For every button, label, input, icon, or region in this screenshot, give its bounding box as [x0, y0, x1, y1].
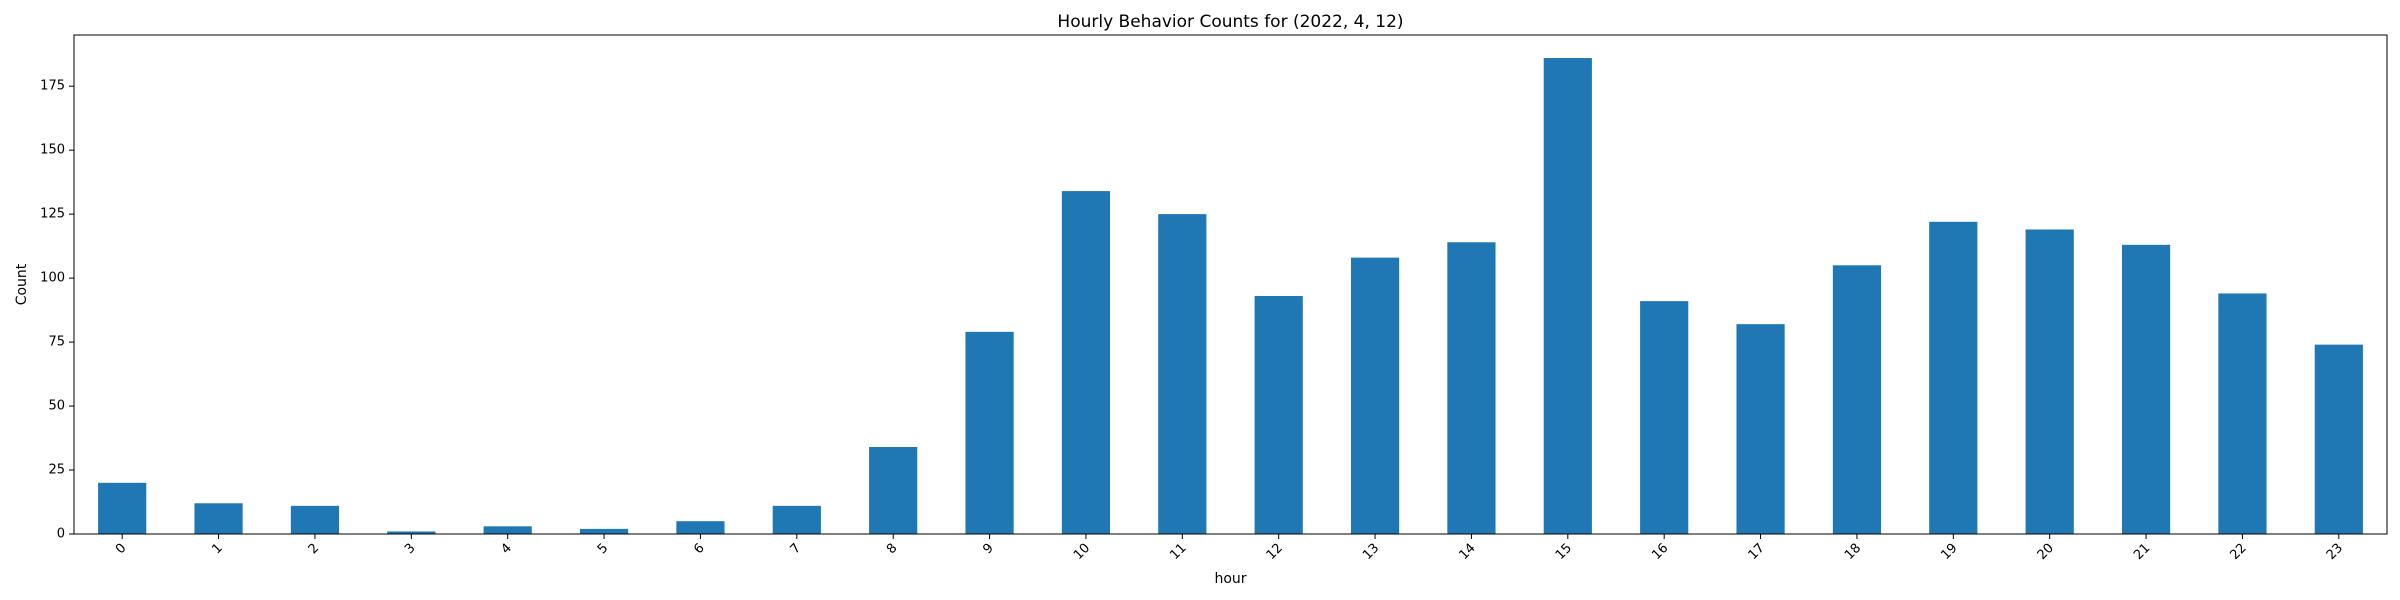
x-axis-label: hour: [1214, 571, 1246, 587]
x-tick-label: 8: [884, 541, 900, 557]
bar-hour-0: [98, 482, 147, 534]
x-tick-label: 3: [402, 541, 418, 557]
bar-hour-13: [1350, 257, 1400, 534]
bar-hour-3: [387, 531, 436, 534]
x-tick-label: 10: [1071, 541, 1093, 563]
x-tick-label: 2: [306, 541, 322, 557]
x-tick-label: 9: [980, 541, 996, 557]
bar-hour-10: [1061, 191, 1111, 534]
x-tick-label: 0: [113, 541, 129, 557]
bar-hour-23: [2314, 344, 2363, 534]
x-tick-label: 21: [2131, 541, 2153, 563]
bar-hour-20: [2025, 229, 2074, 534]
y-tick-label: 175: [40, 79, 65, 94]
bars-layer: [98, 58, 2363, 535]
bar-hour-21: [2121, 244, 2171, 535]
x-tick-label: 19: [1938, 541, 1960, 563]
bar-hour-5: [579, 528, 629, 534]
bar-hour-15: [1543, 58, 1592, 535]
bar-hour-17: [1736, 324, 1785, 534]
y-tick-label: 0: [57, 527, 65, 542]
bar-hour-6: [676, 521, 725, 534]
x-tick-label: 16: [1649, 541, 1671, 563]
x-tick-label: 13: [1360, 541, 1382, 563]
bar-hour-16: [1640, 301, 1689, 534]
x-tick-label: 18: [1842, 541, 1864, 563]
bar-hour-19: [1929, 221, 1978, 535]
x-tick-label: 15: [1553, 541, 1575, 563]
bar-hour-22: [2218, 293, 2267, 534]
x-tick-label: 6: [691, 541, 707, 557]
y-tick-label: 150: [40, 143, 65, 158]
bar-hour-12: [1254, 296, 1303, 534]
plot-frame: [73, 34, 2388, 535]
bar-hour-7: [772, 505, 821, 534]
x-tick-label: 4: [499, 541, 515, 557]
y-tick-label: 50: [48, 399, 65, 414]
y-tick-label: 125: [40, 207, 65, 222]
x-tick-label: 22: [2227, 541, 2249, 563]
x-tick-label: 11: [1167, 541, 1189, 563]
bar-hour-9: [965, 331, 1014, 534]
chart-title: Hourly Behavior Counts for (2022, 4, 12): [1057, 12, 1403, 32]
bar-hour-2: [290, 505, 340, 534]
x-axis-ticks: 0 1 2 3 4 5 6 7 8 9 10 11 12 13 14 15 16 17 18 19 20 21 22 23: [113, 534, 2346, 563]
x-tick-label: 12: [1264, 541, 1286, 563]
bar-hour-11: [1158, 214, 1207, 534]
y-axis-ticks: 0 25 50 75 100 125 150 175: [40, 79, 74, 542]
y-tick-label: 25: [48, 463, 65, 478]
bar-hour-4: [483, 526, 532, 534]
bar-hour-14: [1447, 242, 1496, 534]
y-tick-label: 100: [40, 271, 65, 286]
x-tick-label: 20: [2035, 541, 2057, 563]
x-tick-label: 7: [788, 541, 804, 557]
bar-hour-8: [869, 446, 918, 534]
bar-hour-18: [1832, 265, 1882, 534]
y-tick-label: 75: [48, 335, 65, 350]
x-tick-label: 14: [1456, 541, 1478, 563]
x-tick-label: 23: [2324, 541, 2346, 563]
x-tick-label: 17: [1746, 541, 1768, 563]
y-axis-label: Count: [14, 263, 30, 305]
x-tick-label: 1: [209, 541, 225, 557]
x-tick-label: 5: [595, 541, 611, 557]
bar-hour-1: [194, 503, 243, 534]
